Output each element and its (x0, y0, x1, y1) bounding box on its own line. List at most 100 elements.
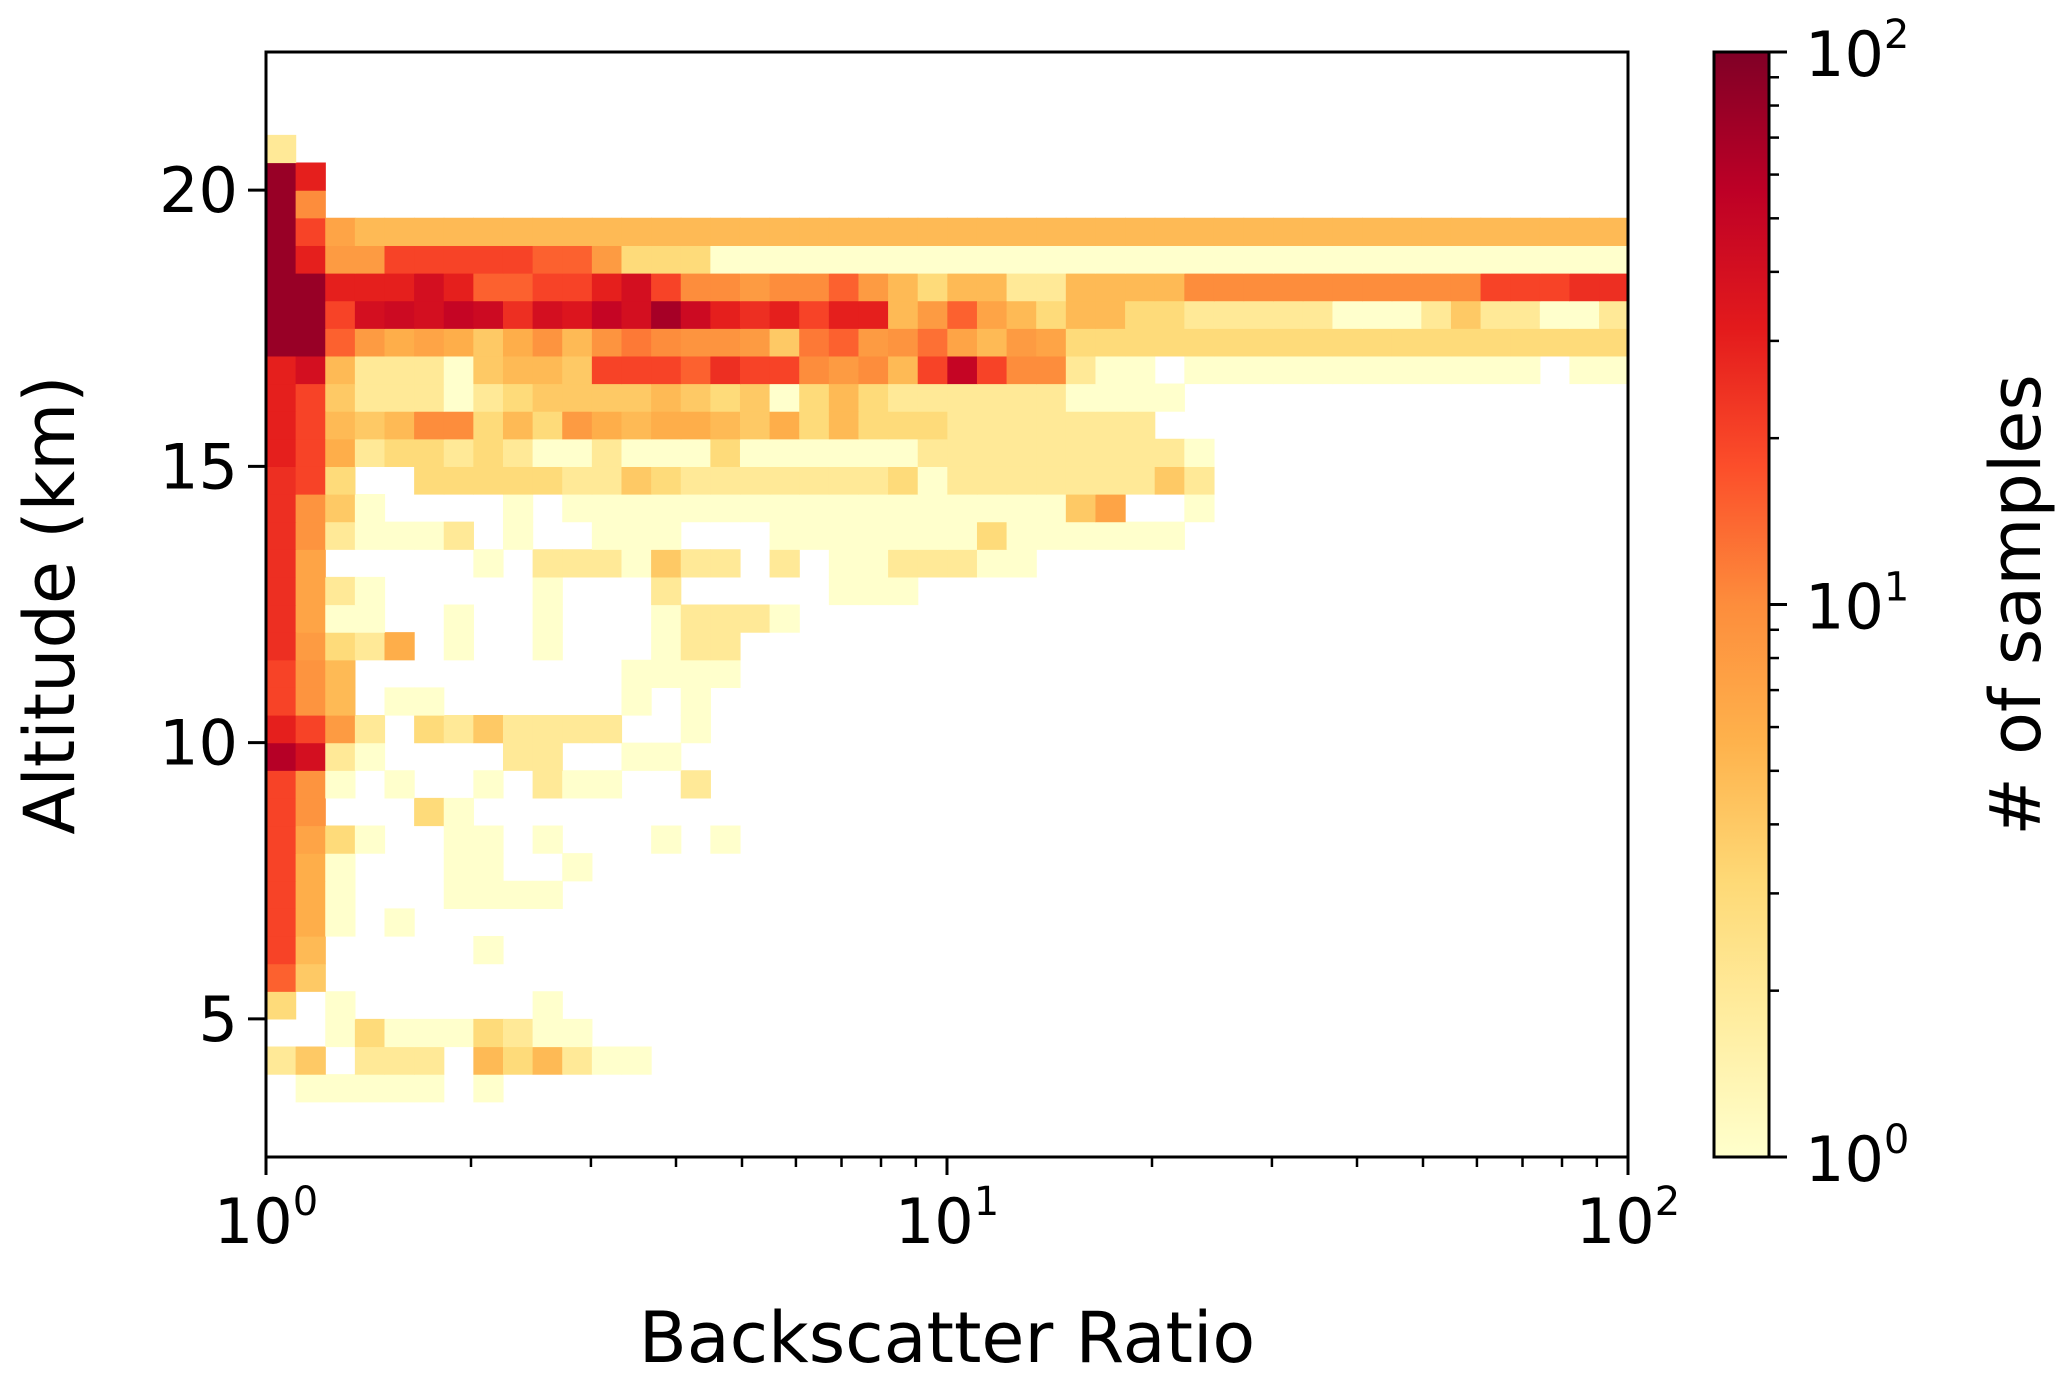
heatmap-cell (947, 273, 978, 302)
heatmap-cell (888, 328, 919, 357)
heatmap-cell (562, 770, 593, 799)
heatmap-cell (325, 991, 356, 1020)
heatmap-cell (1480, 217, 1511, 246)
heatmap-cell (354, 825, 386, 854)
heatmap-cell (769, 494, 800, 523)
heatmap-cell (976, 273, 1008, 302)
heatmap-cell (1658, 218, 1688, 246)
heatmap-cell (532, 328, 563, 357)
heatmap-cell (502, 466, 534, 495)
heatmap-cell (414, 300, 445, 329)
heatmap-cell (917, 217, 948, 246)
heatmap-cell (917, 383, 948, 412)
heatmap-cell (473, 355, 504, 385)
heatmap-cell (414, 1046, 445, 1075)
colorbar-gradient (1712, 50, 1771, 1159)
heatmap-cell (680, 604, 711, 633)
heatmap-cell (562, 273, 593, 302)
heatmap-cell (621, 217, 652, 246)
heatmap-cell (2014, 218, 2044, 246)
heatmap-cell (1273, 217, 1304, 246)
y-tick-label: 20 (159, 154, 238, 227)
heatmap-cell (1213, 245, 1245, 274)
heatmap-cell (1213, 217, 1245, 246)
heatmap-cell (1866, 273, 1896, 301)
heatmap-cell (354, 632, 386, 661)
heatmap-cell (532, 576, 563, 606)
heatmap-cell (354, 328, 386, 357)
heatmap-cell (266, 576, 297, 606)
heatmap-cell (325, 328, 356, 357)
heatmap-cell (1213, 355, 1245, 385)
heatmap-cell (1777, 301, 1807, 329)
heatmap-cell (2043, 301, 2068, 329)
heatmap-cell (1154, 521, 1185, 550)
heatmap-cell (414, 466, 445, 495)
heatmap-cell (532, 1018, 563, 1048)
heatmap-cell (621, 300, 652, 329)
heatmap-cell (888, 549, 919, 578)
heatmap-cell (266, 162, 297, 191)
heatmap-cell (1095, 328, 1126, 357)
heatmap-cell (917, 438, 948, 467)
heatmap-cell (1836, 273, 1866, 301)
heatmap-cell (266, 880, 297, 909)
heatmap-cell (858, 328, 889, 357)
heatmap-cell (1539, 328, 1571, 357)
heatmap-cell (532, 770, 563, 799)
heatmap-cell (769, 217, 800, 246)
heatmap-cell (295, 963, 326, 992)
heatmap-cell (443, 438, 474, 467)
heatmap-cell (651, 604, 682, 633)
heatmap-cell (354, 245, 386, 274)
heatmap-cell (1421, 300, 1452, 329)
heatmap-cell (266, 466, 297, 495)
heatmap-cell (651, 549, 682, 578)
heatmap-cell (414, 245, 445, 274)
heatmap-cell (473, 715, 504, 744)
heatmap-cell (502, 355, 534, 385)
heatmap-cell (1243, 300, 1274, 329)
heatmap-cell (325, 494, 356, 523)
heatmap-cell (651, 632, 682, 661)
heatmap-cell (266, 963, 297, 992)
heatmap-cell (1599, 217, 1628, 246)
heatmap-cell (947, 217, 978, 246)
heatmap-cell (1332, 355, 1363, 385)
heatmap-cell (354, 742, 386, 771)
heatmap-cell (888, 383, 919, 412)
heatmap-cell (1629, 356, 1659, 384)
heatmap-cell (976, 411, 1008, 440)
heatmap-cell (295, 908, 326, 937)
heatmap-cell (266, 438, 297, 467)
heatmap-cell (828, 466, 860, 495)
heatmap-cell (473, 770, 504, 799)
heatmap-cell (1006, 245, 1037, 274)
heatmap-cell (1154, 217, 1185, 246)
heatmap-cell (562, 328, 593, 357)
heatmap-cell (888, 438, 919, 467)
heatmap-cell (828, 383, 860, 412)
heatmap-cell (295, 383, 326, 412)
heatmap-cell (502, 383, 534, 412)
heatmap-cell (384, 383, 415, 412)
heatmap-cell (325, 853, 356, 882)
heatmap-cell (473, 245, 504, 274)
heatmap-cell (1036, 300, 1067, 329)
heatmap-cell (888, 466, 919, 495)
heatmap-cell (384, 908, 415, 937)
heatmap-cell (828, 217, 860, 246)
heatmap-cell (443, 466, 474, 495)
heatmap-cell (473, 1074, 504, 1103)
heatmap-cell (562, 1046, 593, 1075)
y-tick-label: 5 (199, 983, 238, 1056)
heatmap-cell (1599, 328, 1628, 357)
heatmap-cell (562, 438, 593, 467)
heatmap-cell (354, 300, 386, 329)
heatmap-cell (828, 411, 860, 440)
heatmap-cell (1125, 521, 1156, 550)
heatmap-cell (947, 383, 978, 412)
heatmap-cell (1095, 521, 1126, 550)
heatmap-cell (532, 1046, 563, 1075)
heatmap-cell (888, 494, 919, 523)
